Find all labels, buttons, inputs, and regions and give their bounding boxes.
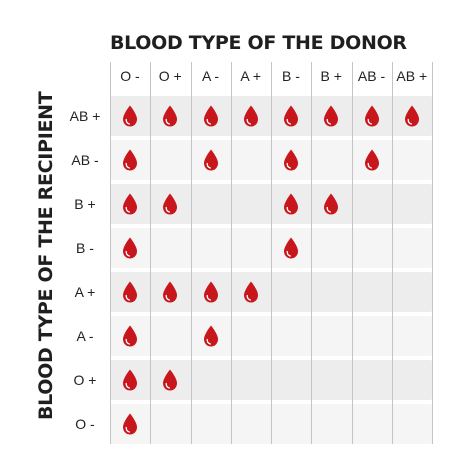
blood-drop-icon (284, 105, 299, 127)
donor-type-header: AB + (396, 68, 428, 84)
blood-drop-icon (123, 105, 138, 127)
blood-drop-icon (404, 105, 419, 127)
recipient-type-label: AB - (71, 152, 99, 168)
grid-line (311, 62, 312, 444)
grid-line (432, 62, 433, 444)
donor-type-header: O + (158, 68, 182, 84)
donor-type-header: B - (282, 68, 300, 84)
grid-line (110, 62, 111, 444)
blood-drop-icon (123, 325, 138, 347)
blood-drop-icon (123, 237, 138, 259)
blood-drop-icon (163, 105, 178, 127)
blood-drop-icon (284, 237, 299, 259)
blood-drop-icon (203, 105, 218, 127)
donor-type-header: B + (320, 68, 342, 84)
grid-line (271, 62, 272, 444)
blood-drop-icon (284, 193, 299, 215)
blood-drop-icon (364, 105, 379, 127)
recipient-type-label: O - (75, 416, 95, 432)
blood-drop-icon (163, 369, 178, 391)
blood-drop-icon (284, 149, 299, 171)
grid-line (392, 62, 393, 444)
grid-line (231, 62, 232, 444)
blood-drop-icon (123, 413, 138, 435)
blood-drop-icon (324, 193, 339, 215)
blood-drop-icon (203, 281, 218, 303)
grid-line (191, 62, 192, 444)
donor-type-header: A + (240, 68, 262, 84)
blood-drop-icon (243, 281, 258, 303)
blood-drop-icon (123, 149, 138, 171)
recipient-type-label: A + (74, 284, 96, 300)
recipient-type-label: A - (76, 328, 94, 344)
recipient-type-label: B - (76, 240, 94, 256)
recipient-type-label: AB + (69, 108, 101, 124)
blood-drop-icon (163, 281, 178, 303)
chart-title: BLOOD TYPE OF THE DONOR (110, 32, 407, 54)
donor-type-header: A - (201, 68, 220, 84)
recipient-type-label: O + (73, 372, 97, 388)
blood-drop-icon (123, 281, 138, 303)
grid-line (150, 62, 151, 444)
blood-drop-icon (364, 149, 379, 171)
donor-type-header: AB - (357, 68, 386, 84)
blood-drop-icon (203, 149, 218, 171)
recipient-type-label: B + (74, 196, 96, 212)
blood-drop-icon (324, 105, 339, 127)
blood-drop-icon (123, 369, 138, 391)
grid-line (352, 62, 353, 444)
blood-drop-icon (203, 325, 218, 347)
blood-drop-icon (163, 193, 178, 215)
blood-drop-icon (243, 105, 258, 127)
donor-type-header: O - (120, 68, 140, 84)
blood-drop-icon (123, 193, 138, 215)
